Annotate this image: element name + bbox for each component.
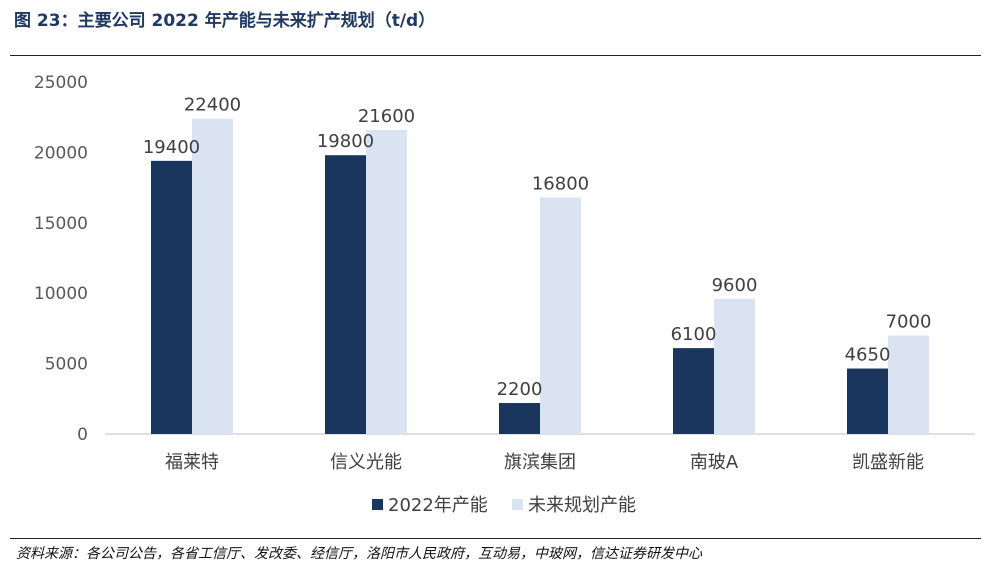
x-category-label: 旗滨集团	[504, 452, 576, 473]
source-divider	[10, 538, 981, 539]
data-label: 21600	[358, 106, 415, 127]
data-label: 9600	[712, 275, 758, 296]
y-tick-label: 15000	[34, 214, 88, 234]
legend: 2022年产能 未来规划产能	[372, 495, 636, 516]
legend-swatch	[372, 499, 383, 510]
bar-capacity-2022	[673, 348, 714, 434]
source-note: 资料来源：各公司公告，各省工信厅、发改委、经信厅，洛阳市人民政府，互动易，中玻网…	[16, 546, 702, 562]
bar-planned-capacity	[192, 118, 233, 434]
x-category-label: 信义光能	[330, 452, 402, 473]
data-label: 16800	[532, 173, 589, 194]
x-category-label: 凯盛新能	[852, 452, 924, 473]
y-axis: 0 5000 10000 15000 20000 25000	[34, 73, 88, 445]
data-label: 2200	[497, 379, 543, 400]
data-labels-group: 19400 19800 2200 6100 4650 22400 21600 16800 960…	[143, 95, 932, 400]
data-label: 6100	[671, 324, 717, 345]
legend-swatch	[512, 499, 523, 510]
y-tick-label: 10000	[34, 284, 88, 304]
bar-planned-capacity	[888, 335, 929, 434]
bar-planned-capacity	[540, 197, 581, 434]
bar-capacity-2022	[151, 160, 192, 434]
bar-planned-capacity	[366, 129, 407, 434]
y-tick-label: 0	[77, 425, 88, 445]
data-label: 19800	[317, 131, 374, 152]
data-label: 19400	[143, 137, 200, 158]
data-label: 7000	[886, 311, 932, 332]
x-category-label: 福莱特	[165, 452, 219, 473]
data-label: 4650	[845, 345, 891, 366]
x-axis: 福莱特 信义光能 旗滨集团 南玻A 凯盛新能	[105, 433, 975, 473]
figure-title: 图 23：主要公司 2022 年产能与未来扩产规划（t/d）	[14, 11, 436, 31]
y-tick-label: 20000	[34, 143, 88, 163]
bar-capacity-2022	[847, 368, 888, 434]
y-tick-label: 25000	[34, 73, 88, 93]
bar-planned-capacity	[714, 298, 755, 434]
bar-capacity-2022	[325, 155, 366, 434]
legend-label: 2022年产能	[388, 495, 488, 516]
bar-capacity-2022	[499, 403, 540, 434]
title-divider	[10, 55, 981, 56]
y-tick-label: 5000	[45, 355, 88, 375]
data-label: 22400	[184, 95, 241, 116]
bar-chart: 0 5000 10000 15000 20000 25000 福莱特 信义光能 旗滨集团 南玻A…	[34, 73, 975, 516]
x-category-label: 南玻A	[690, 452, 739, 473]
bars-group	[151, 118, 929, 434]
legend-label: 未来规划产能	[528, 495, 636, 516]
